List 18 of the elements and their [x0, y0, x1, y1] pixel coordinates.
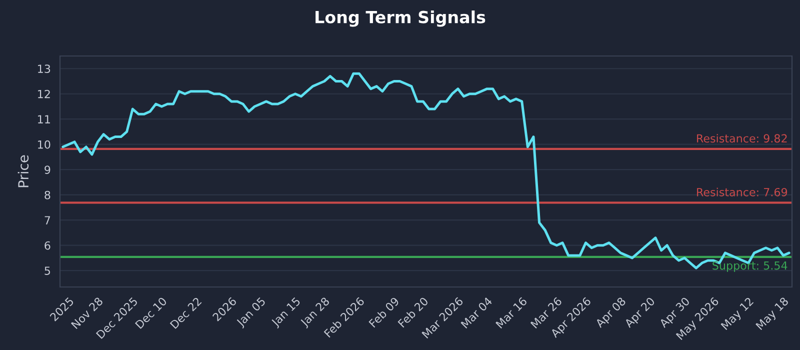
y-axis-title: Price: [18, 155, 29, 188]
y-tick-label: 12: [38, 90, 50, 98]
y-tick-label: 10: [38, 140, 50, 149]
y-tick-label: 9: [44, 166, 50, 174]
chart-title: Long Term Signals: [316, 10, 486, 27]
y-tick-label: 7: [44, 216, 50, 224]
x-tick-label: Mar 16: [495, 296, 528, 329]
ref-line-label: Support: 5.54: [712, 261, 788, 272]
y-tick-label: 6: [44, 241, 50, 250]
ref-line-label: Resistance: 7.69: [697, 188, 788, 196]
y-tick-label: 13: [38, 64, 50, 73]
x-tick-label: Dec 22: [170, 296, 202, 330]
y-tick-label: 8: [44, 190, 50, 200]
ref-line-label: Resistance: 9.82: [697, 134, 787, 143]
x-tick-label: Jan 05: [236, 296, 268, 329]
y-tick-label: 5: [44, 266, 50, 275]
x-tick-label: Feb 20: [397, 296, 429, 328]
y-tick-label: 11: [38, 115, 50, 124]
